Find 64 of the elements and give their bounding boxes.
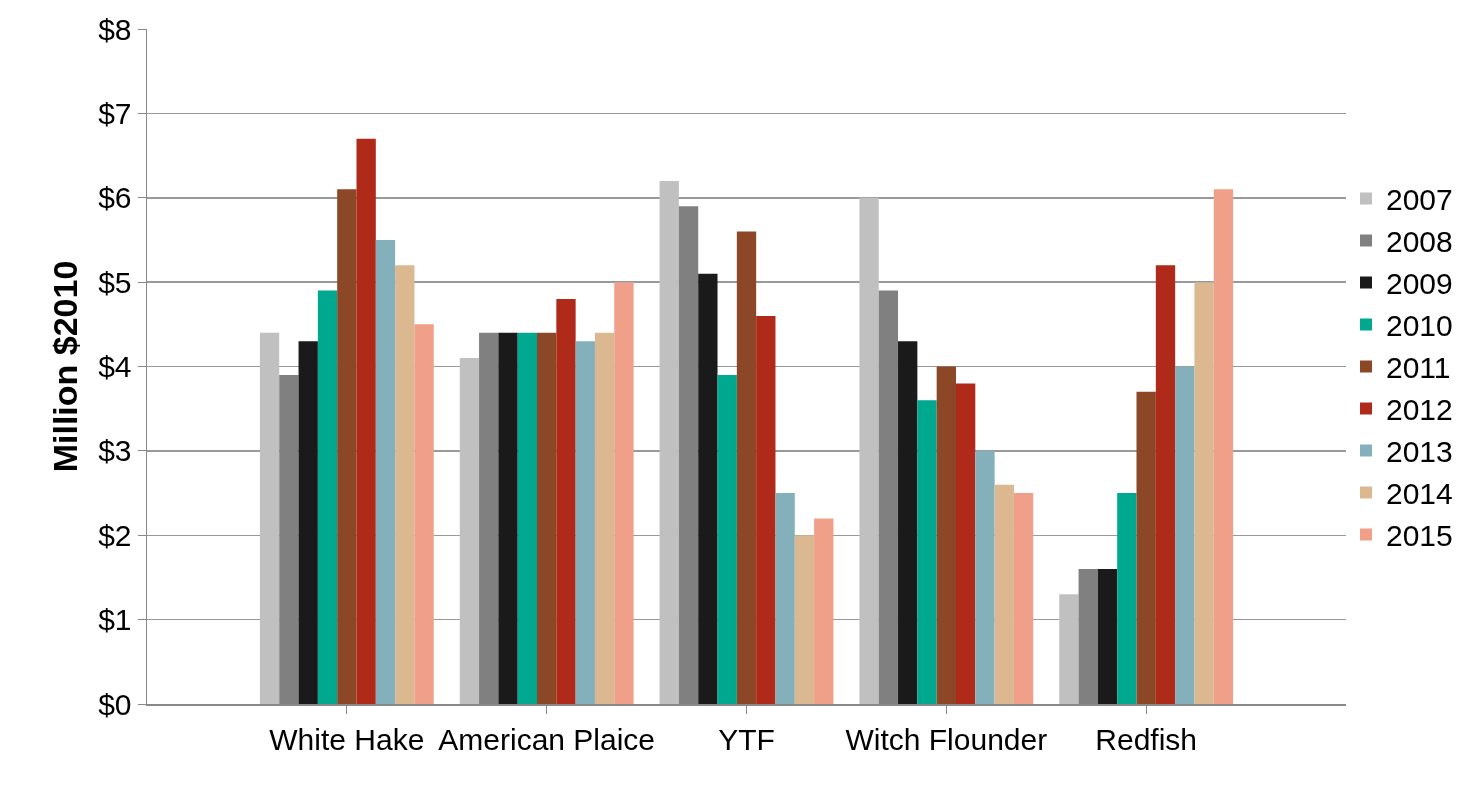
y-tick-label: $1 — [98, 603, 132, 637]
bar — [1117, 493, 1137, 704]
bar — [756, 315, 776, 704]
x-tick-label: YTF — [718, 722, 775, 756]
bar — [814, 518, 834, 704]
bar — [975, 450, 995, 704]
legend-label: 2009 — [1386, 267, 1453, 301]
bar — [659, 180, 679, 704]
legend-label: 2007 — [1386, 183, 1453, 217]
bar — [317, 290, 338, 704]
bar — [1175, 366, 1195, 704]
legend-label: 2011 — [1386, 351, 1451, 385]
bar — [736, 231, 757, 704]
bar — [1194, 282, 1214, 704]
bar — [375, 239, 396, 704]
bar — [259, 332, 280, 704]
x-tick-label: White Hake — [269, 722, 425, 756]
bar — [498, 332, 518, 704]
y-tick-label: $7 — [98, 96, 132, 130]
bar — [859, 197, 879, 704]
bar — [517, 332, 538, 704]
bar — [337, 189, 357, 704]
bar — [775, 493, 795, 704]
bar — [936, 366, 956, 704]
bar — [794, 535, 815, 704]
bar — [917, 400, 937, 704]
x-tick-label: Witch Flounder — [845, 722, 1048, 756]
bar — [575, 341, 595, 704]
bar — [1013, 493, 1034, 704]
legend-label: 2015 — [1386, 519, 1453, 553]
bar — [1136, 391, 1156, 704]
bar — [698, 273, 718, 704]
legend-label: 2008 — [1386, 225, 1453, 259]
bar — [1213, 189, 1234, 704]
bar — [898, 341, 918, 704]
bar — [1097, 569, 1118, 704]
bar — [955, 383, 976, 704]
bar — [298, 341, 318, 704]
bar — [537, 332, 557, 704]
y-tick-label: $5 — [98, 265, 132, 299]
bar — [414, 324, 434, 704]
legend-label: 2010 — [1386, 309, 1453, 343]
x-tick-label: American Plaice — [438, 722, 656, 756]
bar — [356, 138, 376, 704]
legend-label: 2013 — [1386, 435, 1453, 469]
y-tick-label: $8 — [98, 12, 132, 46]
y-tick-label: $4 — [98, 350, 132, 383]
y-tick-label: $0 — [98, 687, 132, 721]
legend-label: 2014 — [1386, 477, 1453, 511]
y-tick-label: $2 — [98, 518, 132, 552]
bar — [717, 374, 737, 704]
bar — [1155, 265, 1176, 704]
bar — [459, 358, 480, 704]
bar — [594, 332, 615, 704]
bar — [994, 484, 1014, 704]
y-tick-label: $3 — [98, 434, 132, 468]
x-tick-label: Redfish — [1095, 722, 1198, 756]
bar — [556, 299, 576, 704]
y-tick-label: $6 — [98, 181, 132, 215]
bar — [1059, 594, 1079, 704]
y-axis-title: Million $2010 — [45, 260, 84, 473]
legend-label: 2012 — [1386, 393, 1453, 427]
bar — [395, 265, 415, 704]
bar — [614, 282, 634, 704]
